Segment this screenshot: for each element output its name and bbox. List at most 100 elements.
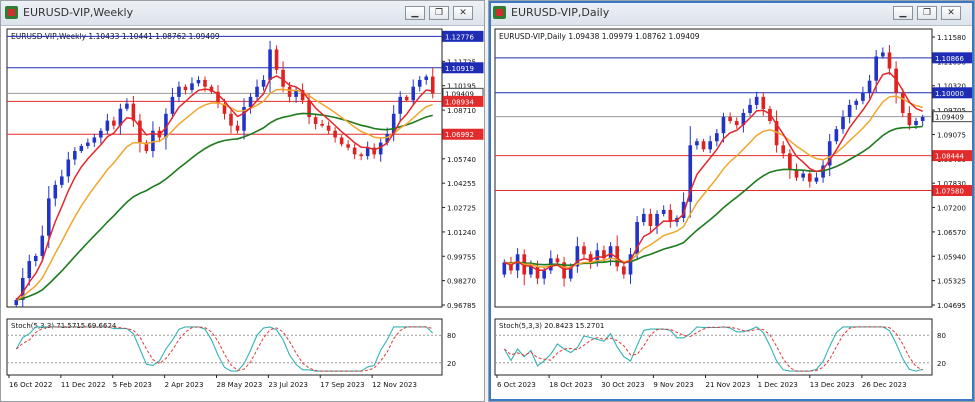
candle-body bbox=[834, 129, 839, 142]
price-tick-label: 1.07830 bbox=[937, 180, 966, 188]
stochastic-plot-frame bbox=[494, 318, 933, 376]
candle-body bbox=[774, 121, 779, 146]
price-tick-label: 0.98270 bbox=[447, 278, 476, 286]
candle-body bbox=[827, 141, 832, 166]
candle-body bbox=[920, 117, 925, 122]
candlestick-chart-daily[interactable]: EURUSD-VIP,Daily 1.09438 1.09979 1.08762… bbox=[489, 25, 974, 401]
candle-body bbox=[190, 83, 194, 91]
window-titlebar[interactable]: EURUSD-VIP,Weekly ▁ ❐ ✕ bbox=[1, 1, 484, 26]
date-tick-label: 1 Dec 2023 bbox=[758, 381, 798, 389]
candle-body bbox=[352, 147, 357, 155]
stochastic-plot-frame bbox=[6, 318, 443, 376]
date-tick-label: 2 Apr 2023 bbox=[165, 381, 204, 389]
candle-body bbox=[365, 147, 370, 157]
candle-body bbox=[648, 213, 653, 227]
candle-body bbox=[688, 145, 693, 202]
price-tick-label: 1.09705 bbox=[937, 107, 966, 115]
candle-body bbox=[622, 266, 626, 275]
minimize-button[interactable]: ▁ bbox=[893, 6, 913, 20]
candle-body bbox=[867, 80, 872, 93]
candle-body bbox=[164, 113, 168, 138]
candle-body bbox=[359, 154, 363, 157]
candle-body bbox=[131, 103, 136, 121]
chart-window-weekly[interactable]: EURUSD-VIP,Weekly ▁ ❐ ✕ EURUSD-VIP,Weekl… bbox=[0, 0, 485, 402]
candle-body bbox=[216, 91, 220, 104]
candle-body bbox=[144, 142, 149, 152]
price-tick-label: 1.09075 bbox=[937, 131, 966, 139]
candle-body bbox=[398, 96, 402, 114]
candle-body bbox=[734, 121, 739, 126]
candle-body bbox=[183, 86, 188, 91]
candle-body bbox=[794, 169, 799, 178]
candle-body bbox=[788, 153, 792, 170]
price-tick-label: 1.10320 bbox=[937, 83, 966, 91]
window-title: EURUSD-VIP,Weekly bbox=[23, 6, 134, 19]
restore-button[interactable]: ❐ bbox=[429, 6, 449, 20]
price-tick-label: 1.05740 bbox=[447, 156, 476, 164]
candle-body bbox=[529, 266, 533, 275]
chart-window-daily[interactable]: EURUSD-VIP,Daily ▁ ❐ ✕ EURUSD-VIP,Daily … bbox=[488, 0, 975, 402]
candle-body bbox=[73, 151, 77, 160]
stochastic-signal-line bbox=[503, 326, 923, 372]
close-button[interactable]: ✕ bbox=[941, 6, 961, 20]
moving-average-fast bbox=[15, 75, 433, 301]
candle-body bbox=[424, 76, 429, 80]
price-tag-box bbox=[442, 30, 484, 42]
close-button[interactable]: ✕ bbox=[453, 6, 473, 20]
price-tick-label: 1.10195 bbox=[447, 83, 476, 91]
candle-body bbox=[105, 120, 110, 131]
candle-body bbox=[372, 147, 376, 155]
candle-body bbox=[635, 222, 639, 255]
candle-body bbox=[568, 266, 573, 279]
stochastic-level-label: 80 bbox=[447, 332, 456, 340]
candle-body bbox=[411, 86, 416, 101]
candle-body bbox=[854, 100, 859, 105]
candle-body bbox=[229, 113, 233, 126]
date-tick-label: 17 Sep 2023 bbox=[320, 381, 364, 389]
candle-body bbox=[502, 262, 507, 275]
price-tick-label: 1.04695 bbox=[937, 302, 966, 310]
price-tag-box bbox=[442, 62, 484, 74]
candle-body bbox=[754, 96, 759, 105]
candle-body bbox=[641, 213, 646, 223]
date-tick-label: 18 Oct 2023 bbox=[549, 381, 592, 389]
candle-body bbox=[53, 184, 58, 199]
candle-body bbox=[307, 100, 311, 118]
candle-body bbox=[339, 137, 344, 145]
chart-header-label: EURUSD-VIP,Daily 1.09438 1.09979 1.08762… bbox=[499, 32, 700, 41]
candle-body bbox=[741, 112, 746, 126]
candle-body bbox=[333, 130, 337, 138]
restore-button[interactable]: ❐ bbox=[917, 6, 937, 20]
minimize-button[interactable]: ▁ bbox=[405, 6, 425, 20]
candle-body bbox=[47, 198, 51, 236]
price-tick-label: 1.11580 bbox=[937, 34, 966, 42]
candle-body bbox=[417, 79, 422, 87]
candle-body bbox=[235, 125, 240, 131]
candle-body bbox=[781, 145, 786, 154]
price-tick-label: 1.02725 bbox=[447, 205, 476, 213]
price-tick-label: 1.01240 bbox=[447, 229, 476, 237]
candle-body bbox=[721, 117, 726, 134]
candle-body bbox=[242, 107, 246, 131]
candle-body bbox=[326, 125, 331, 131]
candle-body bbox=[801, 173, 805, 178]
price-tag-label: 1.10866 bbox=[935, 55, 964, 63]
price-tick-label: 1.05325 bbox=[937, 278, 966, 286]
candle-body bbox=[661, 209, 666, 214]
price-tick-label: 1.06570 bbox=[937, 229, 966, 237]
moving-average-fast bbox=[504, 71, 923, 272]
candlestick-chart-weekly[interactable]: EURUSD-VIP,Weekly 1.10433 1.10441 1.0876… bbox=[1, 25, 484, 401]
candle-body bbox=[814, 177, 819, 182]
candle-body bbox=[281, 69, 285, 87]
candle-body bbox=[608, 246, 613, 259]
price-tag-box bbox=[442, 128, 484, 140]
candle-body bbox=[430, 76, 435, 94]
candle-body bbox=[681, 201, 686, 218]
candle-body bbox=[542, 270, 546, 279]
price-tick-label: 1.04255 bbox=[447, 180, 476, 188]
candle-body bbox=[92, 137, 97, 143]
price-plot-frame bbox=[494, 28, 933, 308]
price-plot-frame bbox=[6, 28, 443, 308]
price-tick-label: 1.08710 bbox=[447, 107, 476, 115]
window-titlebar[interactable]: EURUSD-VIP,Daily ▁ ❐ ✕ bbox=[489, 1, 974, 26]
